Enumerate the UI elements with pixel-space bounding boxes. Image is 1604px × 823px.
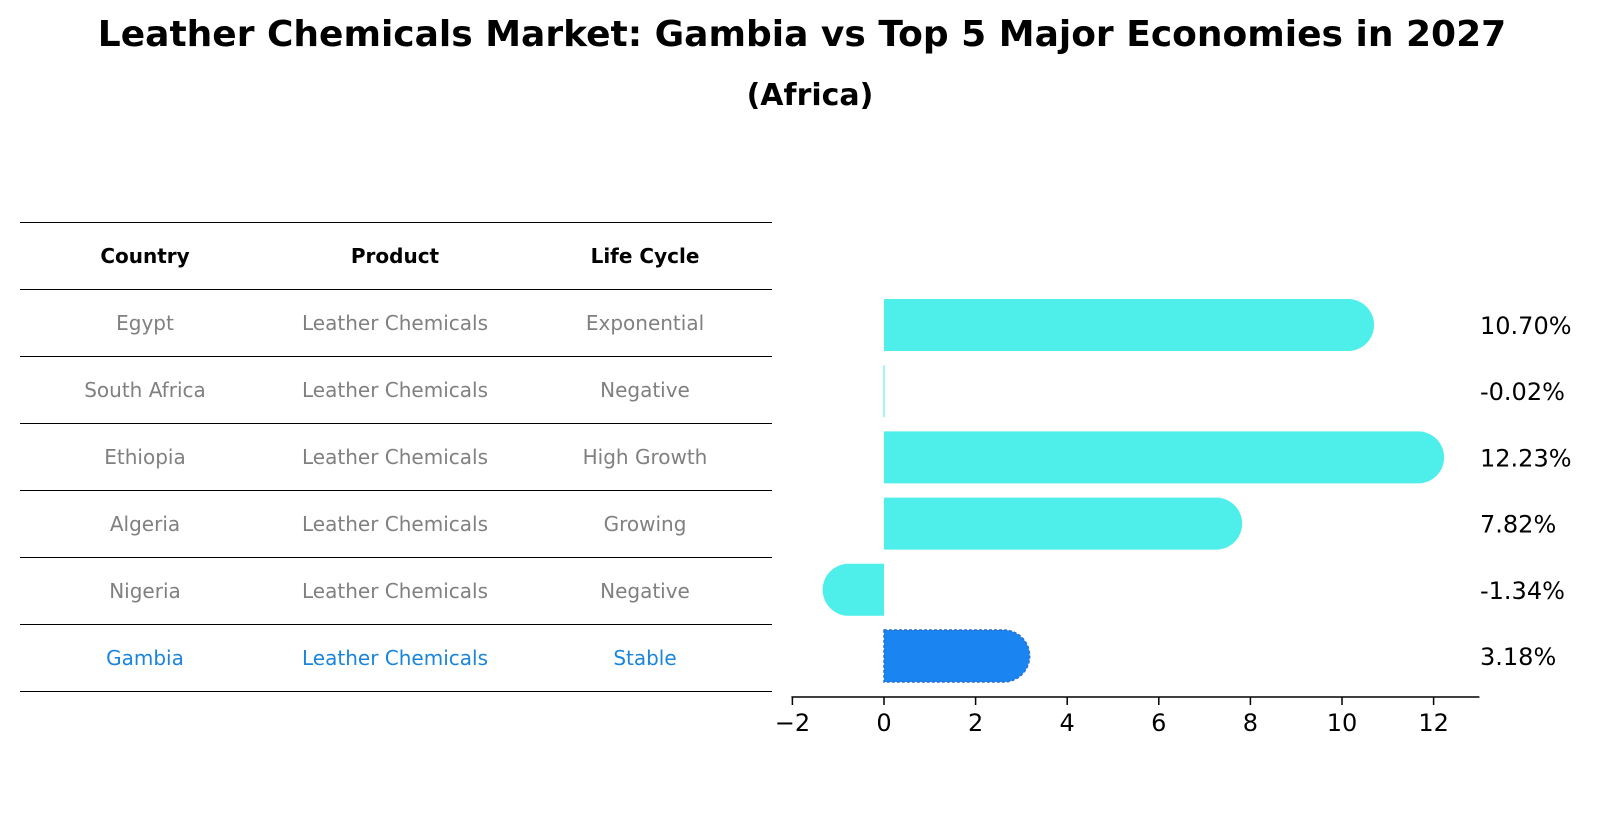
cell-country: Gambia xyxy=(106,646,184,670)
cell-country: Egypt xyxy=(116,311,174,335)
cell-life-cycle: Exponential xyxy=(585,311,705,335)
cell-life-cycle: Negative xyxy=(600,579,690,603)
cell-country: Algeria xyxy=(109,512,181,536)
cell-product: Leather Chemicals xyxy=(302,378,488,402)
table-row: Ethiopia Leather Chemicals High Growth xyxy=(20,423,772,490)
bar-gambia xyxy=(883,629,1031,683)
bar-value-label: -0.02% xyxy=(1480,378,1565,406)
cell-product: Leather Chemicals xyxy=(302,445,488,469)
bar-nigeria xyxy=(822,563,884,616)
bar-value-label: 12.23% xyxy=(1480,444,1572,472)
table-row-highlight: Gambia Leather Chemicals Stable xyxy=(20,624,772,692)
table-row: South Africa Leather Chemicals Negative xyxy=(20,356,772,423)
table-row: Algeria Leather Chemicals Growing xyxy=(20,490,772,557)
bar-algeria xyxy=(884,497,1243,550)
cell-product: Leather Chemicals xyxy=(302,579,488,603)
cell-product: Leather Chemicals xyxy=(302,646,488,670)
header-life-cycle: Life Cycle xyxy=(590,244,700,268)
x-tick-label: 2 xyxy=(968,709,983,737)
table-row: Egypt Leather Chemicals Exponential xyxy=(20,289,772,356)
table-header-row: Country Product Life Cycle xyxy=(20,222,772,289)
cell-life-cycle: High Growth xyxy=(582,445,708,469)
bar-value-label: 10.70% xyxy=(1480,312,1572,340)
x-tick-label: 6 xyxy=(1151,709,1166,737)
cell-product: Leather Chemicals xyxy=(302,512,488,536)
bar-ethiopia xyxy=(884,431,1445,484)
cell-life-cycle: Stable xyxy=(613,646,677,670)
cell-country: Nigeria xyxy=(109,579,181,603)
bar-value-label: 7.82% xyxy=(1480,511,1556,539)
x-tick-label: 4 xyxy=(1060,709,1075,737)
cell-life-cycle: Negative xyxy=(600,378,690,402)
x-tick-label: −2 xyxy=(775,709,810,737)
bar-south-africa xyxy=(883,365,885,418)
table-row: Nigeria Leather Chemicals Negative xyxy=(20,557,772,624)
bar-value-label: 3.18% xyxy=(1480,643,1556,671)
header-product: Product xyxy=(350,244,440,268)
chart-subtitle: (Africa) xyxy=(746,78,874,113)
bar-egypt xyxy=(884,299,1375,351)
cell-country: South Africa xyxy=(84,378,206,402)
x-tick-label: 10 xyxy=(1327,709,1358,737)
bar-value-label: -1.34% xyxy=(1480,577,1565,605)
header-country: Country xyxy=(100,244,190,268)
cell-product: Leather Chemicals xyxy=(302,311,488,335)
country-table: Country Product Life Cycle Egypt Leather… xyxy=(20,222,772,692)
x-tick-label: 8 xyxy=(1243,709,1258,737)
cell-country: Ethiopia xyxy=(104,445,186,469)
x-tick-label: 0 xyxy=(876,709,891,737)
x-tick-label: 12 xyxy=(1418,709,1449,737)
chart-title: Leather Chemicals Market: Gambia vs Top … xyxy=(97,14,1507,55)
cell-life-cycle: Growing xyxy=(603,512,687,536)
